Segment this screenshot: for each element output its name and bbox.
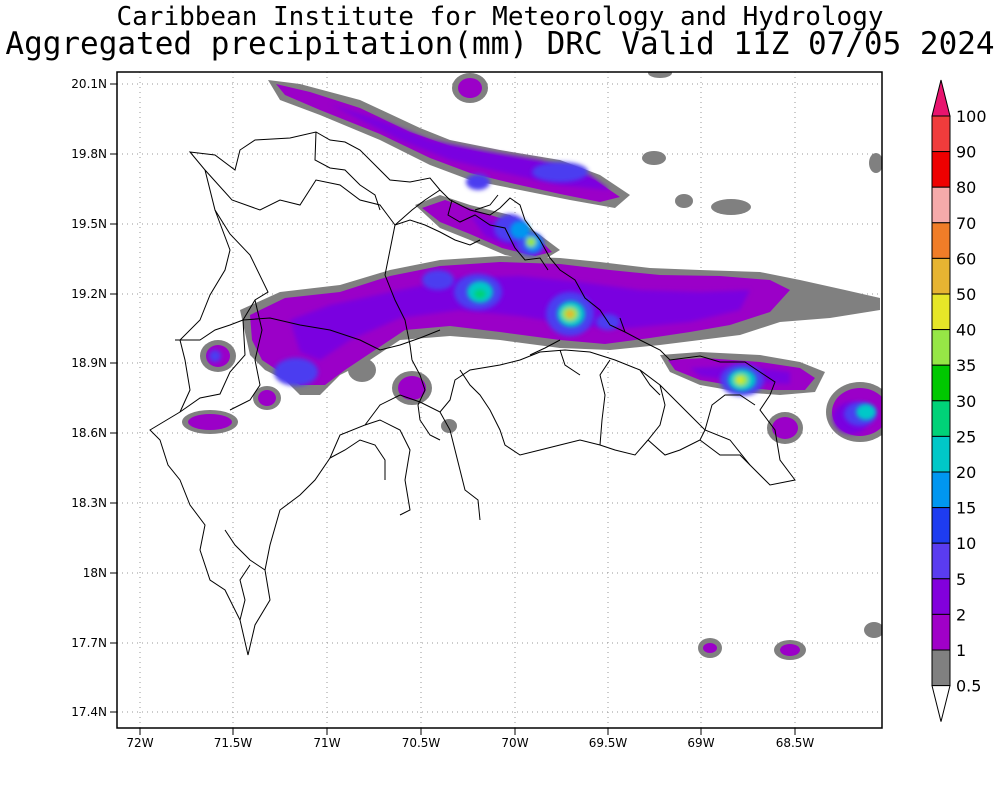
colorbar-label: 50 <box>956 285 976 304</box>
colorbar-label: 60 <box>956 249 976 268</box>
lat-tick-label: 19.2N <box>71 287 107 301</box>
lon-tick-label: 71.5W <box>214 736 253 750</box>
colorbar: 100 90 80 70 60 50 40 35 30 25 20 15 10 5 2 1 0.5 <box>931 79 987 722</box>
colorbar-label: 15 <box>956 499 976 518</box>
title-product: Aggregated precipitation(mm) DRC Valid 1… <box>5 26 995 62</box>
colorbar-swatch <box>931 151 951 188</box>
lon-tick-label: 68.5W <box>776 736 815 750</box>
colorbar-label: 35 <box>956 356 976 375</box>
colorbar-swatch <box>931 115 951 153</box>
colorbar-label: 100 <box>956 107 987 126</box>
colorbar-swatch <box>931 578 951 615</box>
lon-tick-label: 69.5W <box>589 736 628 750</box>
lat-tick-label: 17.4N <box>71 705 107 719</box>
lat-tick-label: 17.7N <box>71 636 107 650</box>
colorbar-swatch <box>931 222 951 259</box>
admin-borders <box>149 131 796 656</box>
map-frame <box>116 71 883 729</box>
lat-tick-label: 18.9N <box>71 356 107 370</box>
colorbar-top-arrow <box>931 79 951 117</box>
colorbar-swatch <box>931 186 951 224</box>
colorbar-swatch <box>931 507 951 544</box>
lat-tick-label: 18.3N <box>71 496 107 510</box>
lat-tick-label: 20.1N <box>71 77 107 91</box>
colorbar-swatch <box>931 257 951 295</box>
precip-cores <box>467 221 876 420</box>
colorbar-label: 10 <box>956 534 976 553</box>
lon-tick-label: 69W <box>687 736 714 750</box>
lat-tick-label: 18.6N <box>71 426 107 440</box>
lon-tick-label: 72W <box>126 736 153 750</box>
colorbar-swatch <box>931 542 951 580</box>
colorbar-swatch <box>931 400 951 437</box>
lat-tick-label: 18N <box>83 566 107 580</box>
colorbar-swatch <box>931 435 951 473</box>
colorbar-swatch <box>931 613 951 651</box>
colorbar-label: 90 <box>956 143 976 162</box>
colorbar-label: 2 <box>956 605 966 624</box>
lon-tick-label: 70.5W <box>402 736 441 750</box>
colorbar-swatch <box>931 364 951 402</box>
colorbar-bottom-arrow <box>931 685 951 722</box>
lon-tick-label: 71W <box>313 736 340 750</box>
colorbar-label: 5 <box>956 570 966 589</box>
colorbar-label: 0.5 <box>956 677 981 696</box>
lat-tick-label: 19.8N <box>71 147 107 161</box>
colorbar-swatch <box>931 293 951 331</box>
colorbar-swatch <box>931 649 951 687</box>
colorbar-label: 80 <box>956 178 976 197</box>
colorbar-label: 30 <box>956 392 976 411</box>
colorbar-swatch <box>931 471 951 509</box>
latitude-axis: 20.1N 19.8N 19.5N 19.2N 18.9N 18.6N 18.3N 18N 17… <box>71 77 117 719</box>
lon-tick-label: 70W <box>501 736 528 750</box>
colorbar-label: 25 <box>956 427 976 446</box>
colorbar-label: 40 <box>956 321 976 340</box>
longitude-axis: 72W 71.5W 71W 70.5W 70W 69.5W 69W 68.5W <box>126 728 814 750</box>
colorbar-label: 1 <box>956 641 966 660</box>
precipitation-field <box>182 72 882 660</box>
title-institute: Caribbean Institute for Meteorology and … <box>116 2 884 32</box>
colorbar-label: 70 <box>956 214 976 233</box>
colorbar-swatch <box>931 329 951 366</box>
colorbar-label: 20 <box>956 463 976 482</box>
lat-tick-label: 19.5N <box>71 217 107 231</box>
